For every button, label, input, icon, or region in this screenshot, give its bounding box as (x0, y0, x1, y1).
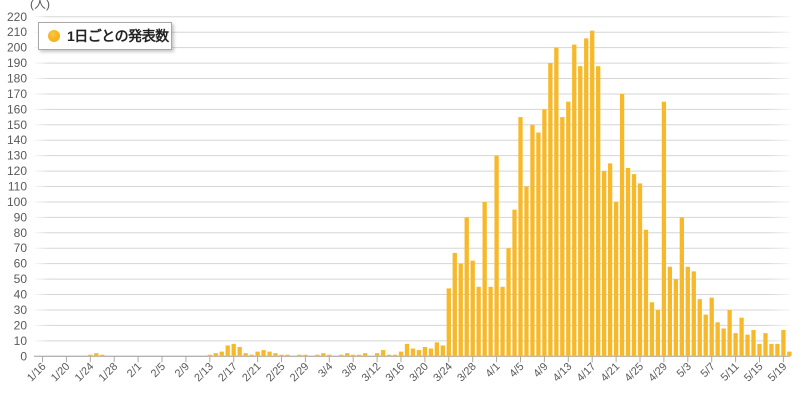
svg-text:160: 160 (7, 102, 27, 116)
svg-text:140: 140 (7, 133, 27, 147)
svg-text:130: 130 (7, 149, 27, 163)
svg-text:190: 190 (7, 56, 27, 70)
svg-text:170: 170 (7, 87, 27, 101)
svg-text:200: 200 (7, 41, 27, 55)
svg-text:40: 40 (14, 288, 28, 302)
svg-text:(人): (人) (30, 0, 50, 11)
svg-text:100: 100 (7, 195, 27, 209)
svg-text:70: 70 (14, 241, 28, 255)
svg-text:30: 30 (14, 303, 28, 317)
svg-text:120: 120 (7, 164, 27, 178)
svg-text:210: 210 (7, 25, 27, 39)
svg-text:60: 60 (14, 257, 28, 271)
svg-text:80: 80 (14, 226, 28, 240)
svg-text:20: 20 (14, 318, 28, 332)
svg-text:110: 110 (8, 180, 27, 194)
svg-text:0: 0 (20, 349, 27, 363)
svg-text:50: 50 (14, 272, 28, 286)
svg-text:150: 150 (7, 118, 27, 132)
svg-text:180: 180 (7, 72, 27, 86)
svg-text:220: 220 (7, 10, 27, 24)
svg-text:10: 10 (14, 334, 28, 348)
svg-text:90: 90 (14, 210, 28, 224)
